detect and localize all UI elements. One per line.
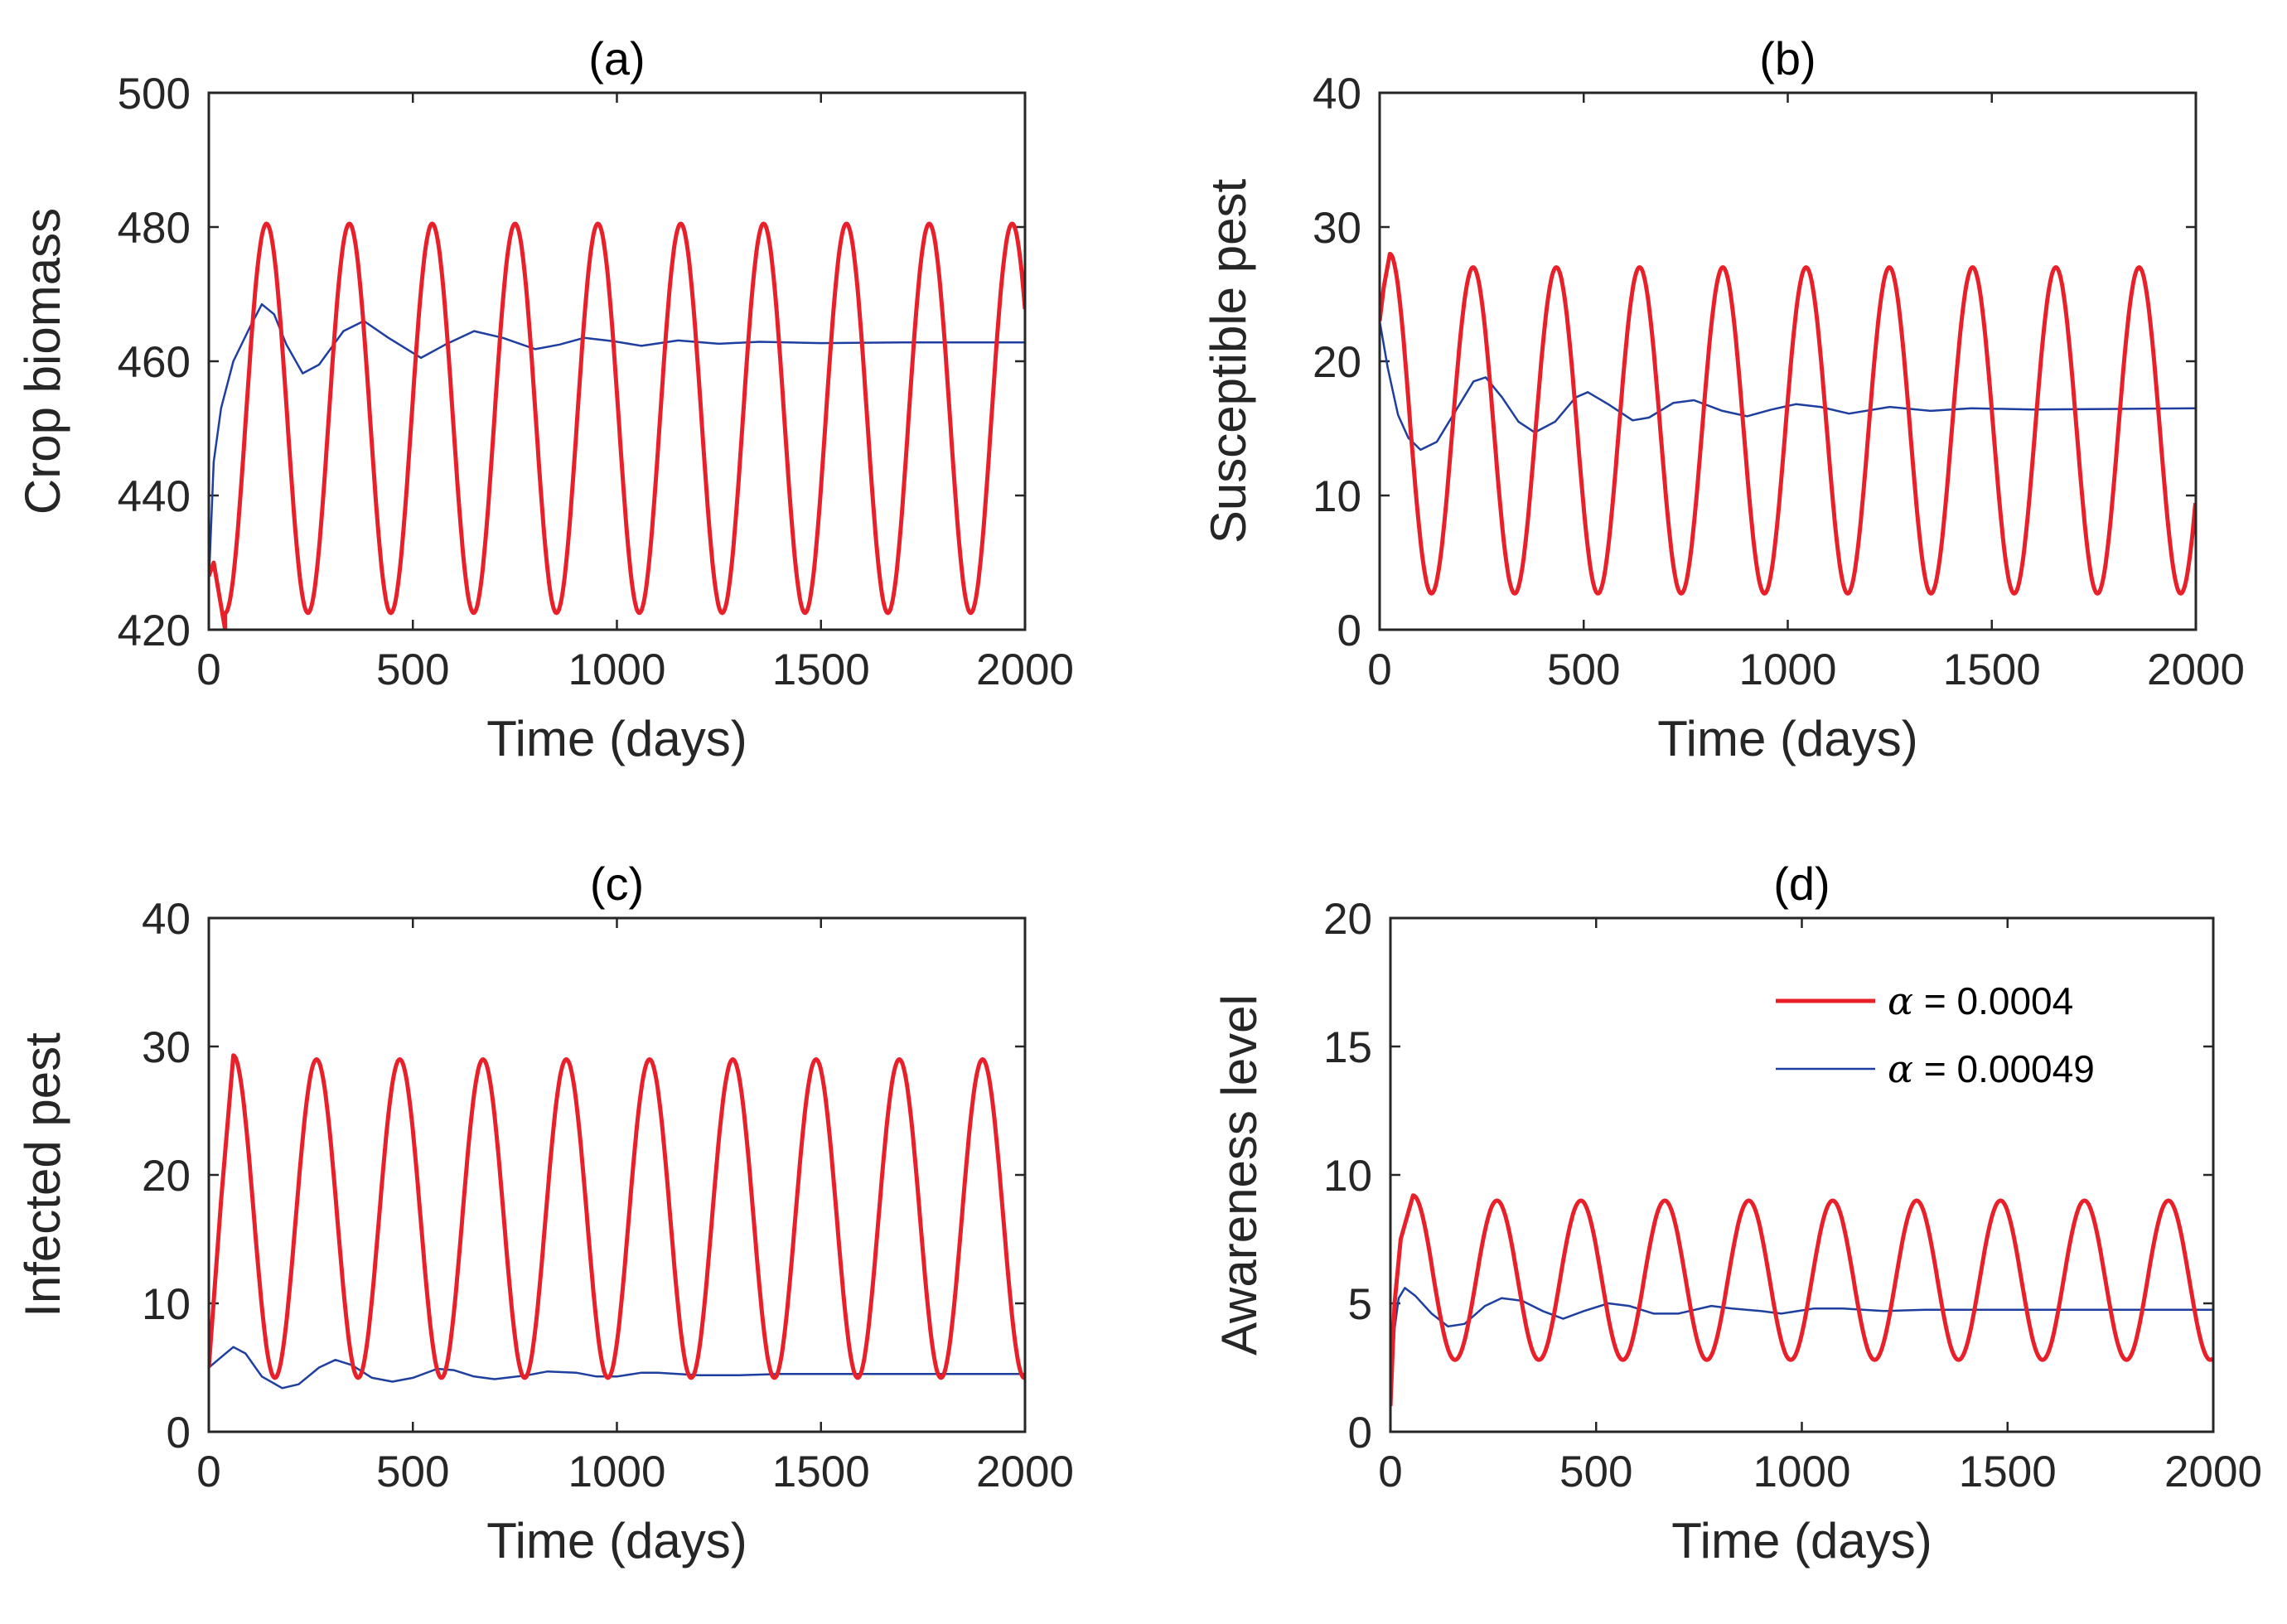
panel-title: (a): [588, 32, 645, 85]
series-line-blue: [1380, 321, 2196, 452]
x-tick-label: 2000: [2147, 645, 2245, 694]
x-tick-label: 500: [1547, 645, 1620, 694]
y-tick-label: 0: [1348, 1409, 1372, 1457]
series-line-blue: [1390, 1287, 2213, 1407]
series-line-red: [1380, 251, 2196, 596]
axes-frame: [1389, 916, 2215, 1433]
panel-c: (c) 0 500 1000 1500 2000 0 10 20 30 40 Time (days) I…: [15, 858, 1074, 1568]
y-tick-label: 440: [118, 472, 191, 521]
panel-title: (b): [1759, 32, 1816, 85]
y-tick-label: 20: [1313, 338, 1361, 387]
x-tick-label: 1000: [568, 645, 666, 694]
y-tick-label: 20: [1323, 895, 1372, 944]
x-tick-label: 1500: [1959, 1448, 2057, 1496]
y-tick-label: 10: [1313, 472, 1361, 521]
y-tick-label: 500: [118, 70, 191, 118]
x-tick-label: 2000: [2164, 1448, 2262, 1496]
y-axis-label: Crop biomass: [15, 208, 70, 515]
panel-a: (a) 0 500 1000 1500 2000 420 440 460 480 500 Time (…: [15, 32, 1074, 766]
x-tick-label: 2000: [976, 1448, 1074, 1496]
y-tick-label: 30: [142, 1023, 191, 1072]
y-tick-label: 0: [167, 1409, 191, 1457]
panel-d: (d) 0 500 1000 1500 2000 0 5 10 15 20 Time (days) Aw…: [1211, 858, 2262, 1568]
x-tick-label: 1500: [1943, 645, 2041, 694]
legend-value: = 0.0004: [1913, 979, 2073, 1022]
x-tick-label: 0: [1378, 1448, 1402, 1496]
x-tick-label: 500: [376, 1448, 449, 1496]
y-tick-label: 420: [118, 607, 191, 655]
y-tick-label: 40: [1313, 70, 1361, 118]
y-tick-label: 480: [118, 204, 191, 253]
panel-b: (b) 0 500 1000 1500 2000 0 10 20 30 40 Time (days) S…: [1201, 32, 2245, 766]
legend-label: α = 0.0004: [1888, 979, 2073, 1023]
x-axis-label: Time (days): [486, 1513, 747, 1568]
y-tick-label: 460: [118, 338, 191, 387]
x-tick-label: 1500: [772, 645, 870, 694]
y-tick-label: 5: [1348, 1280, 1372, 1329]
y-tick-label: 10: [142, 1280, 191, 1329]
x-tick-label: 0: [1367, 645, 1391, 694]
legend-value: = 0.00049: [1913, 1047, 2095, 1090]
axes-frame: [207, 91, 1027, 631]
x-tick-label: 1000: [1753, 1448, 1851, 1496]
y-tick-label: 30: [1313, 204, 1361, 253]
y-axis-label: Awareness level: [1211, 994, 1267, 1356]
series-line-red: [1390, 1193, 2213, 1407]
legend-symbol: α: [1888, 1046, 1913, 1091]
series-line-red: [209, 221, 1025, 630]
y-axis-label: Infected pest: [15, 1032, 70, 1317]
series-line-blue: [209, 302, 1025, 583]
y-tick-label: 15: [1323, 1023, 1372, 1072]
x-axis-label: Time (days): [1671, 1513, 1932, 1568]
x-tick-label: 0: [196, 645, 220, 694]
legend-symbol: α: [1888, 979, 1913, 1023]
y-tick-label: 0: [1337, 607, 1361, 655]
y-tick-label: 10: [1323, 1152, 1372, 1201]
x-axis-label: Time (days): [1657, 711, 1917, 766]
series-line-blue: [209, 1346, 1025, 1390]
x-axis-label: Time (days): [486, 711, 747, 766]
x-tick-label: 1000: [568, 1448, 666, 1496]
x-tick-label: 0: [196, 1448, 220, 1496]
x-tick-label: 2000: [976, 645, 1074, 694]
x-tick-label: 500: [1559, 1448, 1632, 1496]
panel-title: (c): [590, 858, 644, 910]
axes-frame: [1378, 91, 2198, 631]
legend-label: α = 0.00049: [1888, 1046, 2095, 1091]
y-axis-label: Susceptible pest: [1201, 179, 1256, 544]
series-line-red: [209, 1053, 1025, 1380]
y-tick-label: 20: [142, 1152, 191, 1201]
y-tick-label: 40: [142, 895, 191, 944]
x-tick-label: 1000: [1739, 645, 1837, 694]
axes-frame: [207, 916, 1027, 1433]
x-tick-label: 500: [376, 645, 449, 694]
x-tick-label: 1500: [772, 1448, 870, 1496]
panel-title: (d): [1773, 858, 1830, 910]
